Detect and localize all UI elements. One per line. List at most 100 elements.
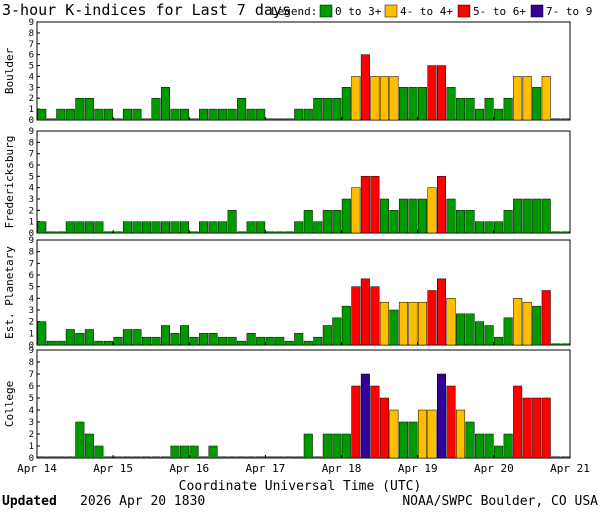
kindex-bar [398, 301, 408, 346]
kindex-bar [513, 198, 523, 234]
kindex-bar [389, 76, 399, 121]
kindex-bar [218, 336, 228, 346]
kindex-bar [351, 187, 361, 234]
kindex-bar [446, 385, 456, 459]
updated-label: Updated [2, 494, 57, 509]
kindex-bar [456, 97, 466, 121]
y-tick-label: 7 [29, 40, 34, 50]
kindex-bar [84, 433, 94, 459]
legend-swatch-3 [530, 4, 544, 18]
kindex-bar [84, 221, 94, 234]
panel-2: Est. Planetary 0 12 3 45 6 78 9 [3, 236, 571, 351]
kindex-bar [199, 456, 209, 459]
kindex-bar [417, 198, 427, 234]
kindex-bar [160, 221, 171, 234]
kindex-bar [208, 333, 218, 346]
panel-label-2: Est. Planetary [3, 246, 16, 339]
kindex-bar [65, 108, 75, 121]
kindex-bar [284, 456, 294, 459]
kindex-bar [94, 108, 104, 121]
y-tick-label: 4 [29, 72, 34, 82]
kindex-bar [132, 108, 142, 121]
kindex-bar [151, 456, 161, 459]
kindex-bar [560, 456, 570, 459]
kindex-bar [379, 198, 389, 234]
kindex-bar [332, 317, 342, 346]
x-tick-label: Apr 17 [246, 462, 286, 475]
kindex-bar [484, 97, 494, 121]
kindex-bar [351, 286, 361, 346]
kindex-bar [503, 317, 513, 346]
kindex-bar [332, 433, 342, 459]
kindex-bar [370, 286, 380, 346]
kindex-bar [180, 325, 190, 346]
kindex-bar [103, 108, 113, 121]
kindex-bar [522, 301, 532, 346]
kindex-bar [560, 231, 570, 234]
kindex-bar [551, 118, 561, 121]
y-tick-label: 0 [29, 116, 34, 126]
kindex-bar [237, 231, 247, 234]
kindex-bar [294, 333, 304, 346]
kindex-bar [379, 76, 389, 121]
kindex-bar [313, 336, 323, 346]
kindex-bar [322, 433, 332, 459]
kindex-bar [265, 118, 275, 121]
kindex-bar [256, 336, 266, 346]
kindex-bar [408, 87, 418, 121]
kindex-bar [560, 118, 570, 121]
y-tick-label: 5 [29, 394, 34, 404]
kindex-bar [65, 221, 75, 234]
kindex-bar [484, 221, 494, 234]
y-tick-label: 9 [29, 18, 34, 28]
kindex-bar [437, 176, 447, 234]
kindex-bar [265, 456, 275, 459]
y-tick-label: 0 [29, 341, 34, 351]
panel-frame-1 [36, 130, 571, 234]
kindex-bar [113, 231, 123, 234]
kindex-bar [160, 87, 171, 121]
kindex-bar [246, 221, 256, 234]
kindex-bar [199, 333, 209, 346]
kindex-bar [218, 221, 228, 234]
kindex-bar [113, 336, 123, 346]
kindex-bar [84, 97, 94, 121]
kindex-bar [332, 210, 342, 234]
kindex-bar [237, 97, 247, 121]
panel-label-0: Boulder [3, 47, 16, 94]
kindex-bar [237, 456, 247, 459]
kindex-bar [170, 445, 180, 459]
kindex-bar [427, 409, 437, 459]
kindex-bar [75, 333, 85, 346]
kindex-bar [275, 336, 285, 346]
y-tick-label: 3 [29, 83, 34, 93]
kindex-bar [284, 340, 294, 346]
kindex-bar [122, 221, 132, 234]
kindex-bar [427, 290, 437, 346]
y-tick-label: 1 [29, 218, 34, 228]
kindex-bar [370, 176, 380, 234]
kindex-bar [341, 198, 351, 234]
kindex-bar [180, 221, 190, 234]
kindex-bar [465, 97, 475, 121]
panel-3: College 0 1 2 3 4 5 6 7 8 9 [3, 346, 571, 464]
kindex-bar [446, 298, 456, 346]
kindex-bar [122, 456, 132, 459]
kindex-bar [322, 210, 332, 234]
kindex-bar [456, 210, 466, 234]
kindex-bar [446, 87, 456, 121]
kindex-bar [475, 108, 485, 121]
kindex-bar [494, 221, 504, 234]
y-tick-label: 7 [29, 150, 34, 160]
panel-1: Fredericksburg 01 234 567 89 [3, 127, 571, 239]
x-axis: Apr 14 Apr 15 Apr 16 Apr 17 Apr 18 Apr 19 Apr … [17, 462, 590, 475]
legend-swatch-1 [384, 4, 398, 18]
kindex-bar [75, 97, 85, 121]
kindex-bar [360, 54, 370, 121]
kindex-bar [151, 221, 161, 234]
kindex-bar [437, 278, 447, 346]
y-tick-label: 6 [29, 271, 34, 281]
y-tick-label: 6 [29, 161, 34, 171]
kindex-bar [437, 65, 447, 121]
